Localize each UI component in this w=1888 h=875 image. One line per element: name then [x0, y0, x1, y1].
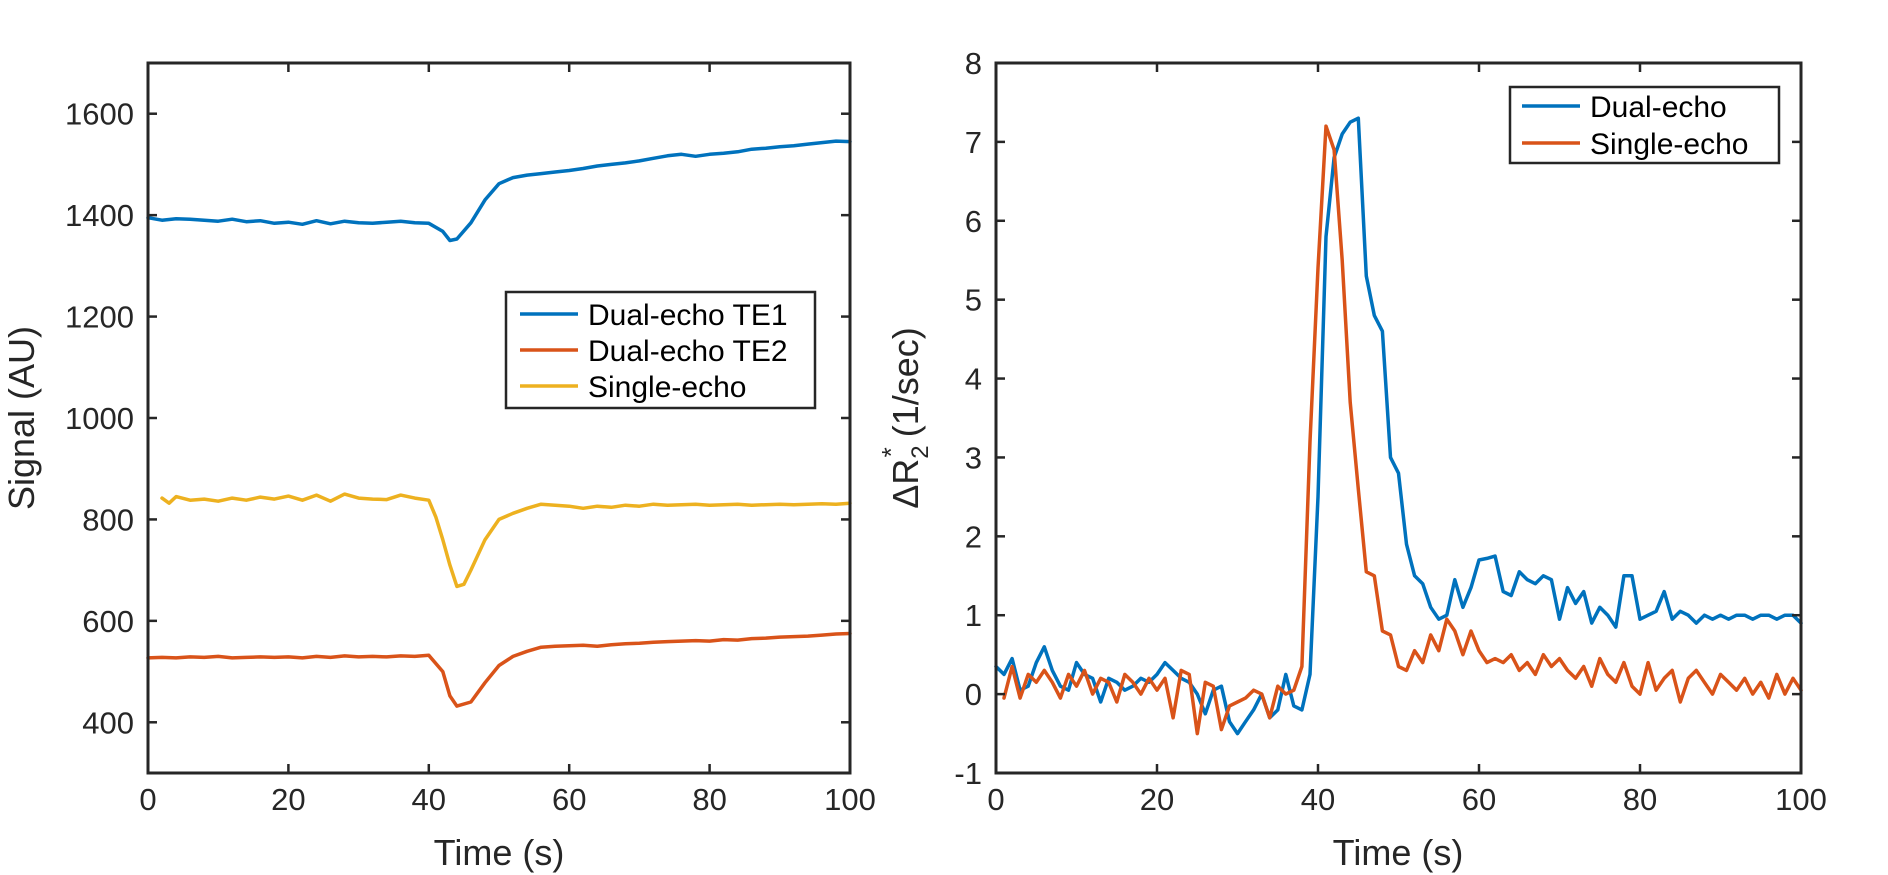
y-tick-label-0-5: 1400: [65, 198, 134, 233]
x-tick-label-1-3: 60: [1462, 782, 1496, 817]
x-tick-label-1-5: 100: [1775, 782, 1827, 817]
y-tick-label-1-4: 3: [965, 440, 982, 475]
ylabel-superscript: *: [876, 447, 906, 457]
x-tick-label-0-0: 0: [139, 782, 156, 817]
x-tick-label-1-4: 80: [1623, 782, 1657, 817]
ylabel-prefix: ΔR: [885, 459, 926, 509]
x-tick-label-0-4: 80: [692, 782, 726, 817]
y-tick-label-1-1: 0: [965, 677, 982, 712]
y-tick-label-1-5: 4: [965, 362, 982, 397]
x-tick-label-0-2: 40: [412, 782, 446, 817]
left-legend: Dual-echo TE1 Dual-echo TE2 Single-echo: [504, 290, 817, 410]
right-x-axis-label: Time (s): [1333, 832, 1464, 873]
legend-label-dual-echo-te1: Dual-echo TE1: [588, 299, 788, 332]
y-tick-label-1-9: 8: [965, 46, 982, 81]
right-y-axis-label: ΔR2* (1/sec): [876, 327, 934, 509]
series-line-single-echo-0: [160, 492, 852, 589]
legend-label-single-echo: Single-echo: [588, 371, 746, 404]
x-tick-label-1-0: 0: [987, 782, 1004, 817]
series-line-dual-echo-te1-0: [146, 139, 852, 243]
y-tick-label-1-6: 5: [965, 283, 982, 318]
ylabel-suffix: (1/sec): [885, 327, 926, 447]
x-tick-label-1-1: 20: [1140, 782, 1174, 817]
y-tick-label-1-8: 7: [965, 125, 982, 160]
y-tick-label-0-0: 400: [82, 705, 134, 740]
x-tick-label-1-2: 40: [1301, 782, 1335, 817]
series-line-dual-echo-te2-0: [146, 631, 852, 708]
y-tick-label-1-2: 1: [965, 598, 982, 633]
y-tick-label-0-1: 600: [82, 604, 134, 639]
y-tick-label-1-0: -1: [954, 756, 982, 791]
left-y-axis-label: Signal (AU): [1, 326, 42, 510]
y-tick-label-0-2: 800: [82, 502, 134, 537]
y-tick-label-0-4: 1200: [65, 300, 134, 335]
y-tick-label-1-3: 2: [965, 519, 982, 554]
legend-label-dual-echo-te2: Dual-echo TE2: [588, 335, 788, 368]
legend-label-single-echo-right: Single-echo: [1590, 128, 1748, 161]
legend-label-dual-echo: Dual-echo: [1590, 91, 1727, 124]
left-x-axis-label: Time (s): [434, 832, 565, 873]
right-legend: Dual-echo Single-echo: [1508, 85, 1781, 165]
x-tick-label-0-5: 100: [824, 782, 876, 817]
series-line-single-echo-1: [1002, 124, 1803, 736]
y-tick-label-0-3: 1000: [65, 401, 134, 436]
left-series-layer: [146, 139, 852, 708]
right-series-layer: [994, 116, 1803, 736]
x-tick-label-0-3: 60: [552, 782, 586, 817]
y-tick-label-0-6: 1600: [65, 97, 134, 132]
ylabel-subscript: 2: [907, 445, 934, 458]
left-signal-chart: 0 20 40 60 80 100 400 600 800 1000 1200 1400 1600 Ti…: [1, 61, 876, 873]
series-line-dual-echo-1: [994, 116, 1803, 736]
x-tick-label-0-1: 20: [271, 782, 305, 817]
y-tick-label-1-7: 6: [965, 204, 982, 239]
